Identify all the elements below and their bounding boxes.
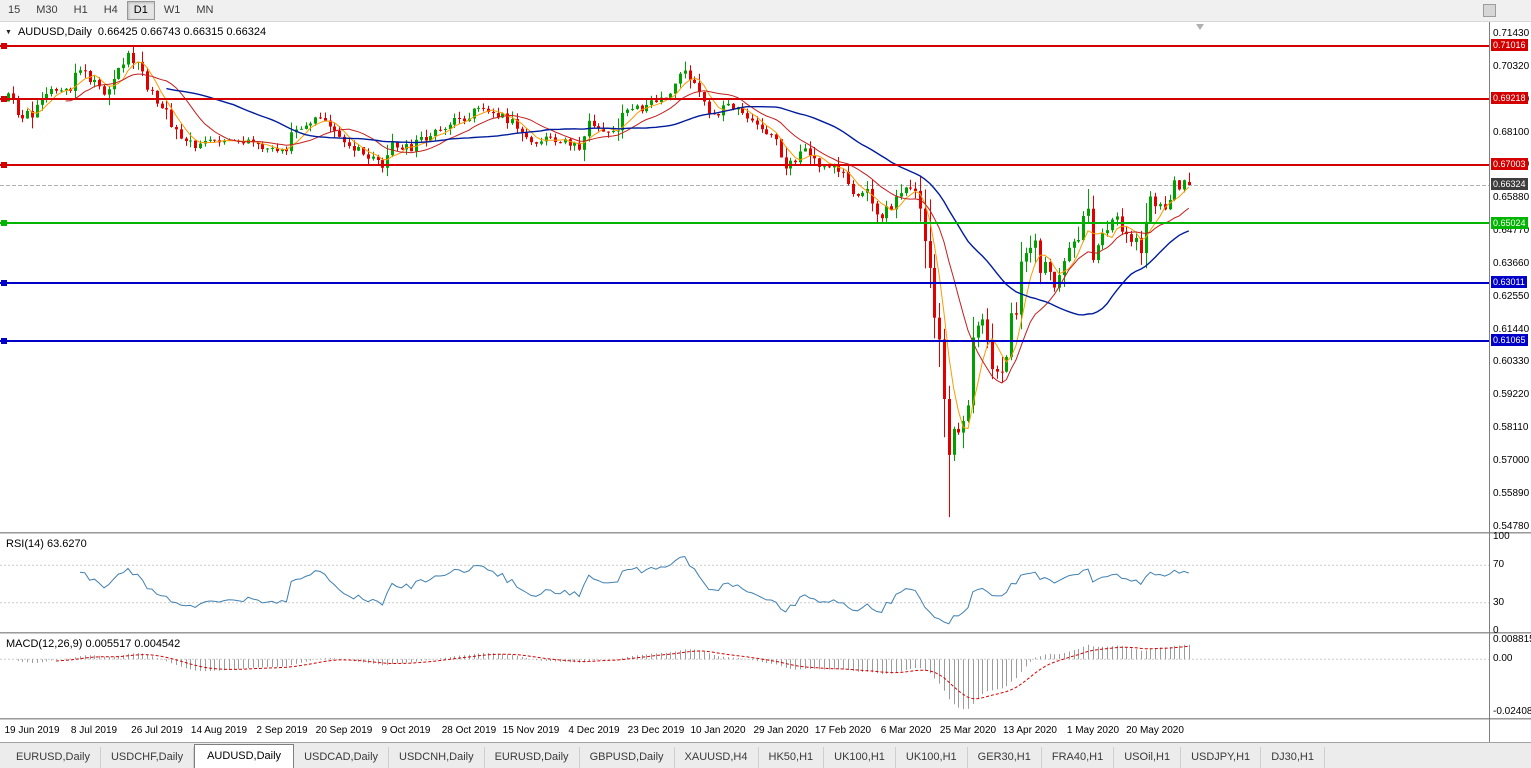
timeframe-button-h4[interactable]: H4 bbox=[103, 4, 118, 16]
chart-header: ▼ AUDUSD,Daily 0.66425 0.66743 0.66315 0… bbox=[5, 26, 266, 38]
date-label: 17 Feb 2020 bbox=[814, 725, 872, 736]
price-axis-tick: 0.61440 bbox=[1493, 323, 1530, 335]
timeframe-button-mn[interactable]: MN bbox=[196, 4, 214, 16]
date-label: 9 Oct 2019 bbox=[381, 725, 431, 736]
price-axis-tick: 0.57000 bbox=[1493, 454, 1530, 466]
rsi-axis-tick: 70 bbox=[1493, 559, 1505, 571]
toolbar-corner-button[interactable] bbox=[1483, 4, 1496, 17]
time-axis[interactable]: 19 Jun 2019 8 Jul 2019 26 Jul 2019 14 Aug 2… bbox=[0, 720, 1489, 742]
price-axis-tick: 0.62550 bbox=[1493, 290, 1530, 302]
price-axis-tick: 0.64770 bbox=[1493, 225, 1530, 236]
price-axis-tick: 0.68100 bbox=[1493, 126, 1530, 138]
date-label: 19 Jun 2019 bbox=[4, 725, 60, 736]
chart-tab-hk50-h1[interactable]: HK50,H1 bbox=[759, 747, 825, 768]
date-label: 29 Jan 2020 bbox=[753, 725, 809, 736]
chart-tab-usdcad-daily[interactable]: USDCAD,Daily bbox=[294, 747, 390, 768]
chart-tab-eurusd-daily[interactable]: EURUSD,Daily bbox=[6, 747, 101, 768]
date-label: 1 May 2020 bbox=[1066, 725, 1120, 736]
chart-tab-ger30-h1[interactable]: GER30,H1 bbox=[968, 747, 1042, 768]
timeframe-button-m30[interactable]: M30 bbox=[36, 4, 58, 16]
hline-price-label: 0.69218 bbox=[1491, 92, 1528, 105]
moving-average-lines bbox=[26, 61, 1190, 430]
symbol-dropdown-icon[interactable]: ▼ bbox=[5, 29, 12, 36]
date-label: 20 May 2020 bbox=[1126, 725, 1184, 736]
chart-tab-dj30-h1[interactable]: DJ30,H1 bbox=[1261, 747, 1325, 768]
horizontal-line-objects[interactable] bbox=[0, 43, 1489, 344]
rsi-pane bbox=[0, 555, 1489, 625]
date-label: 8 Jul 2019 bbox=[70, 725, 118, 736]
rsi-axis-tick: 0 bbox=[1493, 625, 1499, 636]
date-label: 13 Apr 2020 bbox=[1003, 725, 1057, 736]
timeframe-toolbar: 15 M30 H1 H4 D1 W1 MN bbox=[0, 0, 1531, 22]
chart-ohlc-values: 0.66425 0.66743 0.66315 0.66324 bbox=[97, 26, 267, 38]
chart-tab-usdchf-daily[interactable]: USDCHF,Daily bbox=[101, 747, 195, 768]
price-axis-tick: 0.58110 bbox=[1493, 422, 1529, 433]
timeframe-button-w1[interactable]: W1 bbox=[163, 4, 181, 16]
timeframe-button-h1[interactable]: H1 bbox=[73, 4, 88, 16]
pane-separators[interactable] bbox=[0, 532, 1531, 720]
date-label: 15 Nov 2019 bbox=[502, 725, 560, 736]
rsi-axis-tick: 30 bbox=[1493, 596, 1505, 608]
price-axis-tick: 0.65880 bbox=[1493, 192, 1530, 204]
chart-canvas[interactable] bbox=[0, 22, 1531, 720]
timeframe-button-15[interactable]: 15 bbox=[8, 4, 21, 16]
candles bbox=[7, 45, 1191, 518]
hline-price-label: 0.63011 bbox=[1491, 276, 1527, 288]
hline-price-label: 0.65024 bbox=[1491, 216, 1528, 229]
date-label: 26 Jul 2019 bbox=[131, 725, 183, 736]
macd-pane bbox=[0, 644, 1489, 710]
rsi-axis-tick: 100 bbox=[1493, 531, 1510, 542]
price-axis-tick: 0.60330 bbox=[1493, 356, 1530, 368]
date-label: 6 Mar 2020 bbox=[880, 725, 932, 736]
chart-tab-gbpusd-daily[interactable]: GBPUSD,Daily bbox=[580, 747, 675, 768]
date-label: 23 Dec 2019 bbox=[627, 725, 685, 736]
chart-tab-usoil-h1[interactable]: USOil,H1 bbox=[1114, 747, 1182, 768]
date-label: 14 Aug 2019 bbox=[190, 725, 248, 736]
price-axis-tick: 0.59220 bbox=[1493, 389, 1530, 401]
chart-shift-marker bbox=[1196, 24, 1204, 30]
date-label: 28 Oct 2019 bbox=[441, 725, 497, 736]
chart-title: AUDUSD,Daily bbox=[17, 26, 92, 38]
timeframe-button-d1[interactable]: D1 bbox=[126, 1, 155, 20]
rsi-indicator-label: RSI(14) 63.6270 bbox=[6, 538, 87, 550]
chart-tab-usdcnh-daily[interactable]: USDCNH,Daily bbox=[389, 747, 485, 768]
chart-tab-bar: EURUSD,Daily USDCHF,Daily AUDUSD,Daily USDC… bbox=[0, 742, 1531, 768]
chart-area[interactable]: ▼ AUDUSD,Daily 0.66425 0.66743 0.66315 0… bbox=[0, 22, 1531, 742]
chart-tab-eurusd-daily[interactable]: EURUSD,Daily bbox=[485, 747, 580, 768]
date-label: 10 Jan 2020 bbox=[690, 725, 746, 736]
hline-price-label: 0.61065 bbox=[1491, 333, 1528, 346]
price-axis-tick: 0.70320 bbox=[1493, 60, 1530, 72]
macd-indicator-label: MACD(12,26,9) 0.005517 0.004542 bbox=[6, 638, 181, 650]
chart-tab-usdjpy-h1[interactable]: USDJPY,H1 bbox=[1181, 747, 1262, 768]
chart-tab-xauusd-h4[interactable]: XAUUSD,H4 bbox=[675, 747, 759, 768]
macd-axis-tick: 0.008815 bbox=[1493, 634, 1531, 645]
hline-price-label: 0.67003 bbox=[1491, 157, 1528, 170]
chart-tab-fra40-h1[interactable]: FRA40,H1 bbox=[1042, 747, 1115, 768]
price-axis-tick: 0.71430 bbox=[1493, 28, 1530, 39]
price-axis-tick: 0.54780 bbox=[1493, 520, 1530, 532]
price-axis-tick: 0.55890 bbox=[1493, 487, 1530, 499]
chart-tab-audusd-daily[interactable]: AUDUSD,Daily bbox=[194, 744, 295, 768]
chart-tab-uk100-h1[interactable]: UK100,H1 bbox=[824, 747, 896, 768]
date-label: 4 Dec 2019 bbox=[568, 725, 620, 736]
date-label: 25 Mar 2020 bbox=[939, 725, 997, 736]
macd-axis-tick: 0.00 bbox=[1493, 653, 1513, 665]
date-label: 2 Sep 2019 bbox=[256, 725, 308, 736]
hline-price-label: 0.71016 bbox=[1491, 39, 1528, 52]
current-price-label: 0.66324 bbox=[1491, 178, 1528, 190]
price-axis[interactable]: 0.714300.703200.692100.681000.669900.658… bbox=[1489, 22, 1531, 742]
date-label: 20 Sep 2019 bbox=[315, 725, 373, 736]
macd-axis-tick: -0.02408 bbox=[1493, 706, 1531, 717]
price-axis-tick: 0.63660 bbox=[1493, 257, 1530, 269]
chart-tab-uk100-h1[interactable]: UK100,H1 bbox=[896, 747, 968, 768]
